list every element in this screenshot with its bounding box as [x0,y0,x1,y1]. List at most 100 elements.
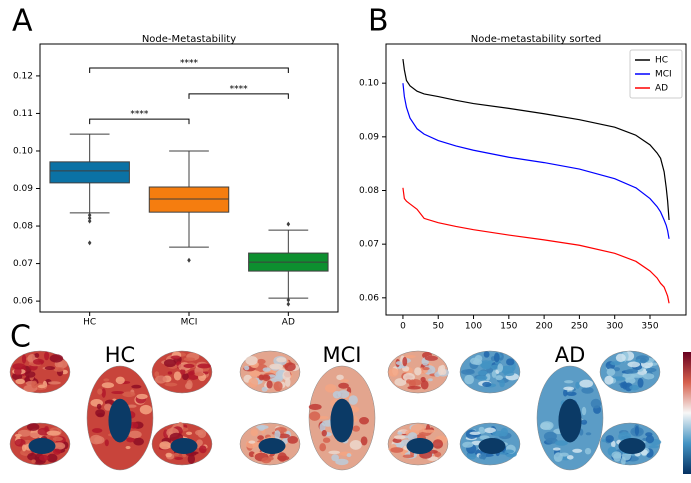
brain-patch [115,376,125,385]
y-tick-label: 0.10 [359,79,379,89]
brain-patch [129,421,139,429]
colorbar [683,352,691,474]
brain-patch [261,386,268,392]
x-tick-label: 100 [465,322,482,332]
brain-patch [164,382,178,387]
brain-patch [506,358,515,366]
brain-patch [269,363,284,370]
brain-patch [154,375,167,384]
legend-label: HC [655,56,668,66]
brain-patch [90,434,103,445]
brain-patch [620,382,626,389]
brain-patch [504,449,515,454]
brain-patch [250,428,259,437]
brain-patch [248,377,259,388]
line [402,187,670,304]
brain-patch [432,439,444,449]
brain-patch [170,355,181,360]
brain-patch [497,363,504,373]
brain-patch [125,445,131,450]
medial-wall [330,398,354,443]
brain-patch [34,352,40,358]
flier [286,301,291,307]
brain-patch [154,371,160,378]
x-tick-label: 0 [400,322,406,332]
brain-patch [543,431,557,441]
brain-patch [637,378,644,388]
brain-patch [174,456,184,460]
brain-patch [14,367,22,376]
x-tick-label: 300 [606,322,623,332]
brain-patch [321,429,327,437]
brain-patch [422,429,436,433]
brain-patch [104,439,109,447]
brain-patch [97,388,103,395]
brain-patch [287,435,299,444]
brain-patch [258,425,266,431]
brain-patch [31,459,36,464]
brain-patch [183,363,195,368]
brain-patch [491,370,497,378]
y-tick-label: 0.12 [13,71,33,81]
significance-label: **** [180,59,199,69]
y-tick-label: 0.07 [359,240,379,250]
x-tick-label: 350 [641,322,658,332]
brain-patch [309,411,321,421]
brain-patch [579,379,594,388]
panel-label: B [368,4,389,39]
brain-patch [37,384,47,389]
brain-patch [397,431,403,435]
brain-patch [165,452,172,458]
brain-patch [495,375,504,381]
brain-patch [584,447,592,455]
brain-patch [422,367,430,371]
brain-patch [615,353,626,362]
brain-patch [625,368,639,374]
brain-patch [14,433,22,438]
brain-patch [481,361,492,370]
brain-patch [476,375,488,381]
y-tick-label: 0.07 [13,259,33,269]
brain-patch [349,440,362,450]
brain-patch [319,443,327,452]
brain-patch [185,431,193,436]
brain-patch [473,359,483,366]
brain-patch [613,367,621,372]
plot-frame [39,43,339,313]
brain-patch [21,354,27,364]
brain-patch [249,370,261,377]
brain-patch [348,395,358,405]
brain-patch [308,403,322,410]
legend-label: AD [655,84,668,94]
brain-patch [346,453,352,458]
flier [87,240,92,246]
brain-patch [428,378,433,382]
brain-patch [487,360,493,364]
brain-patch [469,431,481,436]
brain-patch [159,441,172,450]
brain-patch [477,370,488,376]
brain-patch [492,430,506,437]
brain-patch [627,361,641,368]
brain-patch [163,359,177,368]
brain-patch [180,368,186,375]
brain-patch [24,371,36,378]
brain-patch [484,427,496,434]
brain-patch [414,367,422,376]
brain-patch [262,367,271,372]
group-label: AD [555,343,586,367]
box [49,161,130,184]
x-tick-label: 200 [536,322,553,332]
brain-patch [590,398,602,409]
brain-patch [420,380,429,390]
brain-patch [284,362,296,372]
medial-wall [478,438,506,454]
brain-patch [642,373,655,380]
medial-wall [108,398,132,443]
brain-patch [482,381,492,388]
x-tick-label: 50 [433,322,445,332]
brain-patch [359,416,369,425]
brain-patch [572,448,583,453]
brain-patch [261,457,272,464]
